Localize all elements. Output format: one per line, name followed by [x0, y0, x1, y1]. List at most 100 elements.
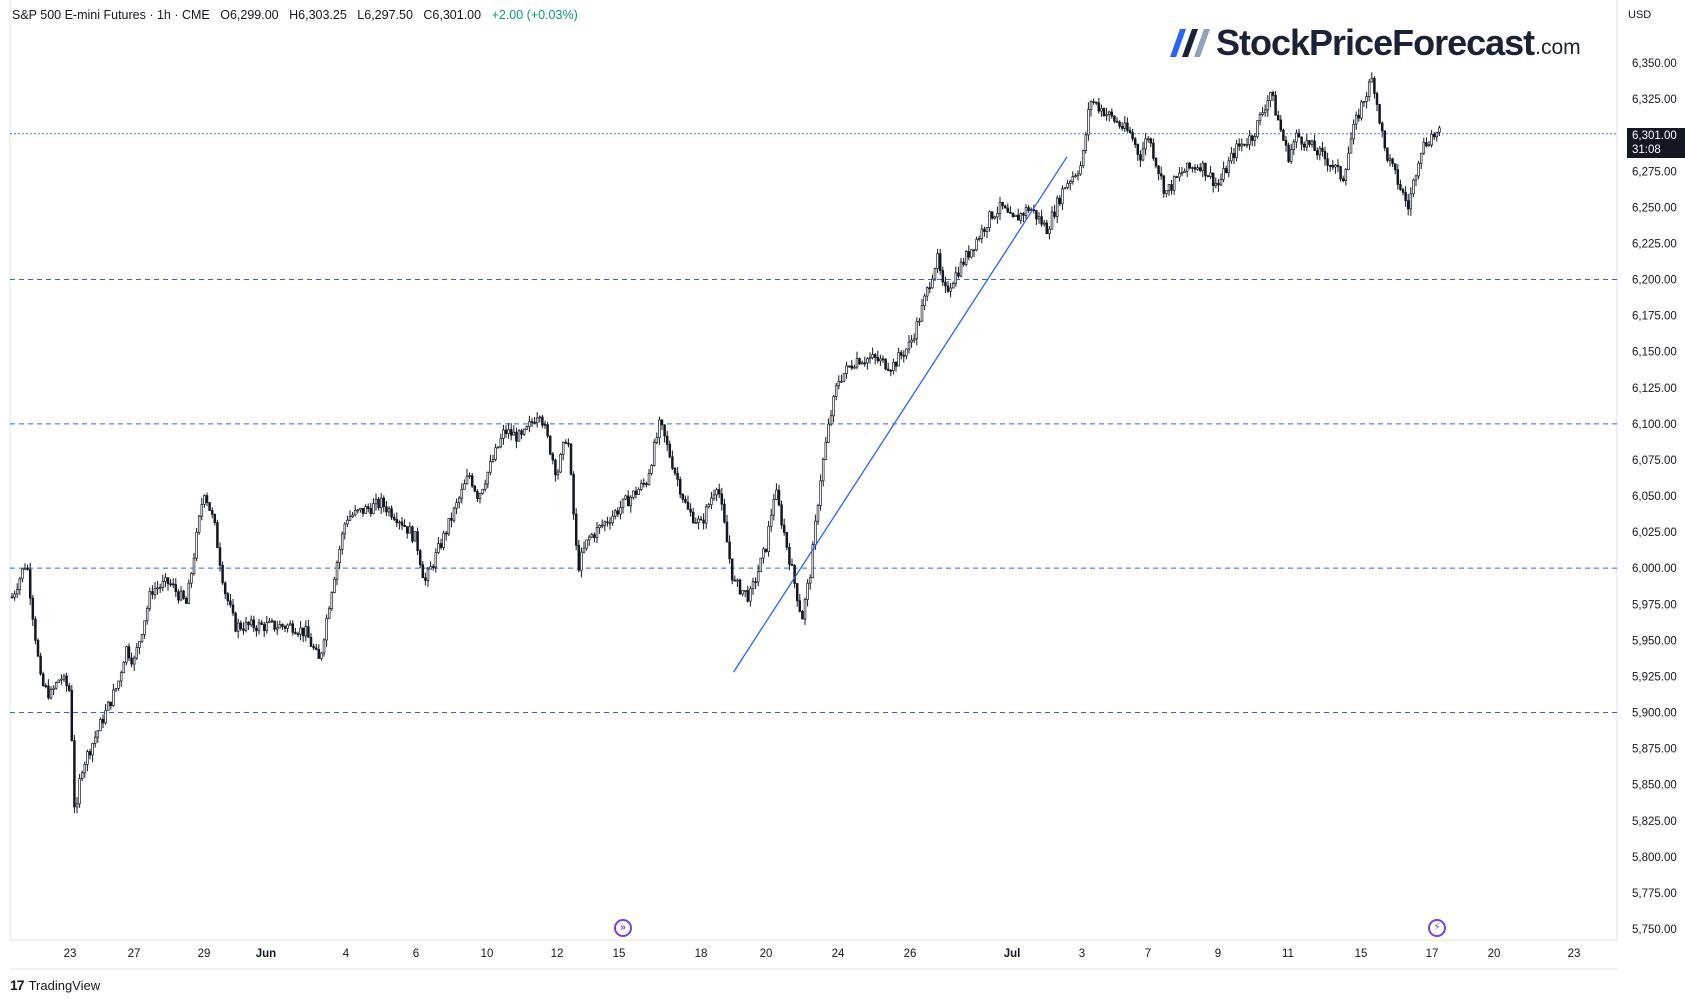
- x-tick-label: 29: [198, 948, 211, 960]
- candle: [1094, 101, 1098, 106]
- symbol-name[interactable]: S&P 500 E-mini Futures · 1h · CME: [12, 8, 210, 22]
- candle: [1076, 170, 1080, 181]
- candle: [1292, 139, 1296, 156]
- candle: [642, 478, 646, 488]
- candle-body: [572, 473, 575, 515]
- candle: [1240, 138, 1244, 152]
- candle: [483, 479, 487, 492]
- candle-body: [104, 709, 107, 724]
- candle: [853, 364, 856, 370]
- candle: [366, 503, 370, 513]
- candle-body: [327, 608, 331, 619]
- candle-body: [158, 586, 162, 589]
- candle-body: [151, 591, 154, 595]
- candle-body: [447, 518, 451, 535]
- candle: [730, 558, 734, 585]
- tradingview-logo[interactable]: 17 TradingView: [10, 977, 100, 993]
- candle-body: [346, 519, 349, 525]
- candle-body: [639, 482, 643, 490]
- candle-body: [44, 685, 48, 688]
- candle: [1276, 110, 1280, 121]
- candle-body: [122, 661, 126, 674]
- candle-body: [855, 358, 859, 368]
- candle-body: [1144, 138, 1147, 150]
- dividend-event-icon[interactable]: ⚡: [1428, 919, 1446, 937]
- candle: [26, 564, 29, 571]
- candle: [1061, 185, 1064, 211]
- candle: [808, 574, 812, 590]
- candle-body: [1331, 165, 1335, 168]
- candle: [907, 335, 911, 354]
- candle: [1321, 141, 1324, 157]
- candle-body: [803, 599, 807, 620]
- candle-body: [1152, 142, 1155, 159]
- candle: [465, 468, 469, 485]
- candle-body: [795, 583, 799, 602]
- candle: [845, 361, 848, 379]
- candle-body: [1204, 162, 1207, 177]
- candle-body: [218, 547, 222, 566]
- brand-suffix: .com: [1535, 36, 1581, 59]
- candle: [1191, 166, 1194, 173]
- candle: [595, 522, 599, 543]
- candle: [715, 487, 718, 502]
- candle: [912, 333, 916, 344]
- candle-body: [707, 504, 711, 508]
- candle: [330, 591, 334, 611]
- candle-body: [408, 526, 412, 534]
- candle: [847, 365, 851, 368]
- candle: [868, 352, 872, 364]
- candle: [1388, 154, 1392, 167]
- candle-body: [723, 503, 726, 523]
- candle: [1180, 166, 1184, 177]
- brand-name: StockPriceForecast: [1216, 22, 1535, 63]
- candle-body: [535, 417, 539, 424]
- y-tick-label: 6,225.00: [1632, 238, 1677, 250]
- candle-body: [907, 341, 911, 350]
- candle-body: [379, 497, 383, 509]
- candle-body: [208, 502, 211, 511]
- candle: [286, 623, 289, 633]
- candle: [1256, 120, 1259, 139]
- candle: [1383, 130, 1387, 152]
- candle: [221, 561, 224, 585]
- candle-body: [1123, 122, 1127, 129]
- candle: [255, 625, 258, 637]
- candle: [203, 494, 206, 508]
- candle: [790, 558, 794, 566]
- candle: [993, 215, 997, 220]
- candle: [1198, 163, 1202, 173]
- candle-body: [52, 687, 55, 690]
- candle-body: [1250, 135, 1254, 141]
- candle: [213, 513, 217, 526]
- economic-event-icon[interactable]: »: [614, 919, 632, 937]
- candle-body: [1243, 143, 1246, 146]
- candle-body: [1001, 201, 1004, 207]
- candle-body: [1053, 211, 1056, 217]
- candle-body: [457, 497, 461, 503]
- candle-body: [1302, 143, 1306, 148]
- currency-label[interactable]: USD: [1628, 9, 1652, 21]
- candle: [361, 508, 365, 517]
- candle: [923, 293, 926, 311]
- candle-body: [520, 430, 523, 435]
- candle-body: [1079, 165, 1082, 175]
- candle-body: [1321, 147, 1324, 152]
- candle-body: [1115, 120, 1119, 123]
- candle-body: [439, 543, 443, 548]
- candle-body: [710, 497, 713, 505]
- candle: [894, 360, 898, 372]
- time-axis[interactable]: 23 27 29 Jun 4 6 10 12 15 18 20 24 26 Jul 3 7 9 11 15 17 20 2…: [64, 948, 1581, 960]
- candle: [613, 508, 617, 520]
- trendline[interactable]: [732, 156, 1068, 673]
- candle: [392, 513, 396, 522]
- candle: [1274, 91, 1277, 116]
- candle-body: [1284, 139, 1288, 146]
- candle: [1087, 102, 1090, 141]
- candle: [522, 428, 526, 436]
- candle: [463, 479, 466, 490]
- candle: [842, 373, 846, 383]
- candle: [104, 704, 107, 725]
- price-axis[interactable]: 5,750.00 5,775.00 5,800.00 5,825.00 5,850.00…: [1632, 58, 1677, 936]
